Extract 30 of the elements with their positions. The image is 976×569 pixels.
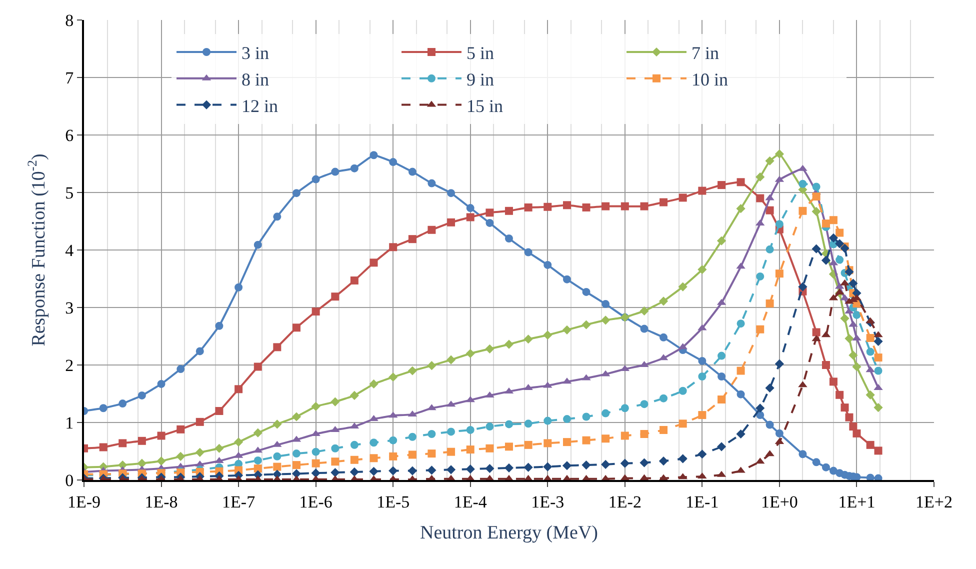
x-tick-label: 1E+0: [760, 492, 798, 512]
x-tick-label: 1E-6: [299, 492, 332, 512]
legend-label: 3 in: [242, 43, 270, 64]
y-tick-label: 0: [65, 470, 74, 490]
x-tick-label: 1E-1: [686, 492, 719, 512]
y-tick-label: 1: [65, 413, 74, 432]
y-tick-label: 3: [65, 298, 74, 318]
y-tick-label: 5: [65, 183, 74, 202]
x-tick-label: 1E-2: [608, 492, 642, 512]
y-tick-label: 4: [65, 240, 74, 260]
y-tick-label: 6: [65, 126, 74, 145]
legend-label: 8 in: [242, 69, 270, 90]
x-tick-label: 1E+1: [838, 492, 876, 512]
legend-label: 12 in: [242, 96, 278, 116]
x-tick-label: 1E-8: [144, 492, 178, 512]
legend-label: 5 in: [466, 43, 494, 64]
x-tick-label: 1E+2: [916, 492, 952, 512]
x-tick-label: 1E-4: [454, 492, 488, 512]
x-tick-label: 1E-9: [67, 492, 101, 512]
legend-label: 15 in: [466, 96, 504, 116]
y-tick-label: 8: [65, 10, 74, 30]
y-tick-label: 2: [65, 356, 74, 375]
legend-label: 10 in: [692, 69, 728, 90]
x-axis-title: Neutron Energy (MeV): [420, 522, 598, 544]
legend-label: 9 in: [466, 69, 494, 90]
x-tick-label: 1E-7: [222, 492, 256, 512]
legend-label: 7 in: [692, 43, 720, 64]
y-tick-label: 7: [65, 68, 74, 88]
x-tick-label: 1E-3: [531, 492, 564, 512]
x-tick-label: 1E-5: [376, 492, 410, 512]
